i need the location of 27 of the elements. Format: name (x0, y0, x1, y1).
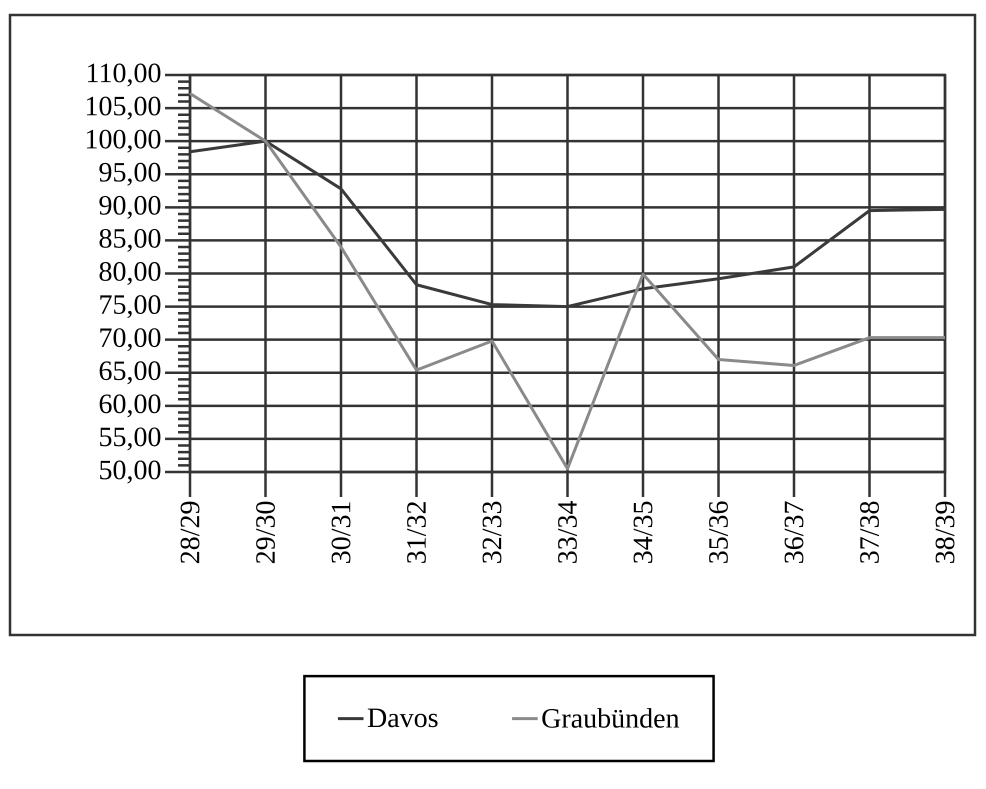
x-tick-label: 38/39 (936, 502, 954, 563)
y-tick-label: 90,00 (99, 196, 160, 219)
x-tick-label: 29/30 (256, 502, 275, 564)
y-tick-label: 100,00 (86, 130, 160, 153)
x-tick-label: 36/37 (784, 501, 804, 563)
legend-label: Davos (368, 708, 438, 728)
y-tick-label: 55,00 (100, 427, 160, 450)
y-tick-label: 80,00 (100, 262, 160, 285)
x-tick-label: 32/33 (482, 502, 502, 563)
x-tick-label: 30/31 (332, 502, 350, 563)
y-tick-label: 70,00 (100, 328, 160, 352)
x-tick-label: 33/34 (558, 500, 577, 563)
x-tick-label: 35/36 (709, 501, 728, 563)
x-tick-label: 31/32 (407, 502, 426, 563)
x-tick-label: 34/35 (634, 502, 652, 563)
y-tick-label: 85,00 (100, 228, 160, 252)
x-tick-label: 37/38 (860, 502, 879, 563)
y-tick-label: 110,00 (88, 64, 160, 86)
y-tick-label: 65,00 (100, 361, 160, 384)
y-tick-label: 95,00 (99, 162, 160, 186)
x-tick-label: 28/29 (180, 502, 200, 564)
y-tick-label: 60,00 (100, 394, 160, 418)
legend-label: Graubünden (542, 708, 680, 728)
y-tick-label: 75,00 (100, 295, 160, 318)
line-series (188, 92, 946, 470)
y-tick-label: 105,00 (86, 96, 160, 120)
y-tick-label: 50,00 (100, 460, 160, 484)
